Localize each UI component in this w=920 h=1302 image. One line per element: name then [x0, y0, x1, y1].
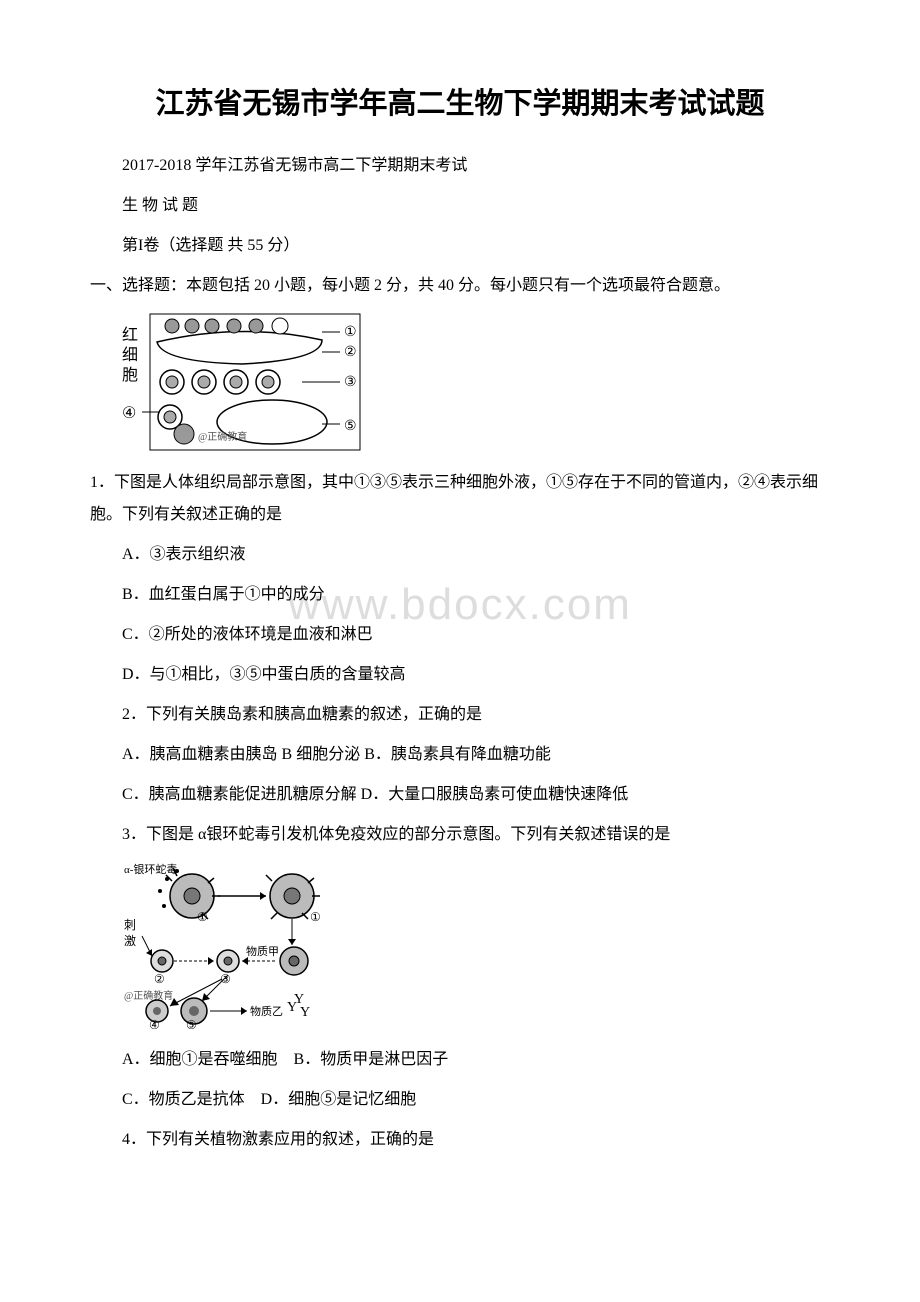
- q1-option-c: C．②所处的液体环境是血液和淋巴: [90, 619, 830, 651]
- svg-text:细: 细: [122, 346, 138, 364]
- section-header: 第I卷（选择题 共 55 分）: [90, 230, 830, 262]
- q1-stem: 1．下图是人体组织局部示意图，其中①③⑤表示三种细胞外液，①⑤存在于不同的管道内…: [90, 467, 830, 531]
- figure-2-inner-text: @正确教育: [124, 989, 173, 1002]
- figure-2-left-label: 刺: [124, 918, 136, 932]
- figure-1: 红 细 胞 ④: [122, 312, 830, 457]
- figure-1-label-4: ④: [122, 405, 136, 422]
- figure-1-svg: 红 细 胞 ④: [122, 312, 364, 452]
- svg-text:Y: Y: [294, 992, 304, 1007]
- figure-1-label-left: 红: [122, 326, 138, 344]
- q2-option-ab: A．胰高血糖素由胰岛 B 细胞分泌 B．胰岛素具有降血糖功能: [90, 739, 830, 771]
- figure-2: α-银环蛇毒 刺 激 ① ① ②: [122, 861, 830, 1034]
- subtitle-line-2: 生 物 试 题: [90, 190, 830, 222]
- svg-text:激: 激: [124, 934, 136, 948]
- figure-2-top-label: α-银环蛇毒: [124, 862, 177, 876]
- svg-text:②: ②: [154, 972, 165, 986]
- q1-option-d: D．与①相比，③⑤中蛋白质的含量较高: [90, 659, 830, 691]
- figure-1-inner-text: @正确教育: [198, 430, 247, 443]
- figure-2-svg: α-银环蛇毒 刺 激 ① ① ②: [122, 861, 354, 1029]
- instructions: 一、选择题：本题包括 20 小题，每小题 2 分，共 40 分。每小题只有一个选…: [90, 270, 830, 302]
- svg-text:②: ②: [344, 345, 357, 360]
- svg-text:⑤: ⑤: [186, 1018, 197, 1029]
- document-title: 江苏省无锡市学年高二生物下学期期末考试试题: [90, 80, 830, 122]
- svg-text:③: ③: [344, 375, 357, 390]
- svg-text:①: ①: [310, 910, 321, 924]
- q1-option-a: A．③表示组织液: [90, 539, 830, 571]
- q2-stem: 2．下列有关胰岛素和胰高血糖素的叙述，正确的是: [90, 699, 830, 731]
- q3-stem: 3．下图是 α银环蛇毒引发机体免疫效应的部分示意图。下列有关叙述错误的是: [90, 819, 830, 851]
- document-content: 江苏省无锡市学年高二生物下学期期末考试试题 2017-2018 学年江苏省无锡市…: [90, 80, 830, 1156]
- q1-option-b: B．血红蛋白属于①中的成分: [90, 579, 830, 611]
- figure-2-substance-2: 物质乙: [250, 1004, 283, 1018]
- figure-2-substance-1: 物质甲: [246, 944, 279, 958]
- svg-text:④: ④: [149, 1018, 160, 1029]
- svg-text:①: ①: [197, 910, 208, 924]
- q2-option-cd: C．胰高血糖素能促进肌糖原分解 D．大量口服胰岛素可使血糖快速降低: [90, 779, 830, 811]
- q3-option-ab: A．细胞①是吞噬细胞 B．物质甲是淋巴因子: [90, 1044, 830, 1076]
- svg-text:胞: 胞: [122, 366, 138, 384]
- svg-text:⑤: ⑤: [344, 419, 357, 434]
- svg-text:Y: Y: [300, 1005, 310, 1020]
- svg-text:①: ①: [344, 325, 357, 340]
- subtitle-line-1: 2017-2018 学年江苏省无锡市高二下学期期末考试: [90, 150, 830, 182]
- q4-stem: 4．下列有关植物激素应用的叙述，正确的是: [90, 1124, 830, 1156]
- q3-option-cd: C．物质乙是抗体 D．细胞⑤是记忆细胞: [90, 1084, 830, 1116]
